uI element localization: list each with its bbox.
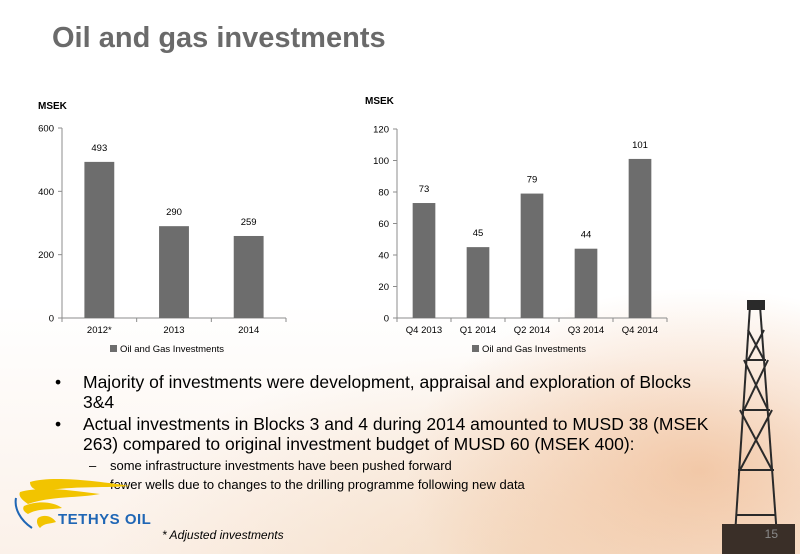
bar bbox=[233, 235, 264, 318]
bar bbox=[574, 248, 598, 318]
x-tick-label: Q4 2013 bbox=[406, 325, 442, 336]
data-label: 290 bbox=[166, 207, 182, 218]
y-tick-label: 0 bbox=[49, 314, 54, 325]
bar bbox=[520, 193, 544, 318]
page-number: 15 bbox=[764, 527, 778, 541]
quarterly-investments-chart: MSEK 0 20 40 60 80 100 120 73 Q4 2013 45 Q1 2014 79 Q… bbox=[365, 96, 668, 355]
unit-label: MSEK bbox=[365, 96, 395, 107]
bar bbox=[466, 247, 490, 318]
bar bbox=[84, 161, 115, 318]
bullet-list: Majority of investments were development… bbox=[55, 372, 715, 494]
tethys-oil-logo bbox=[14, 479, 130, 529]
data-label: 101 bbox=[632, 140, 648, 151]
legend-label: Oil and Gas Investments bbox=[120, 344, 224, 355]
data-label: 493 bbox=[91, 143, 107, 154]
bar bbox=[412, 203, 436, 318]
y-tick-label: 400 bbox=[38, 187, 54, 198]
legend-swatch bbox=[110, 345, 117, 352]
sub-bullet-item: some infrastructure investments have bee… bbox=[55, 456, 715, 475]
x-tick-label: Q2 2014 bbox=[514, 325, 550, 336]
x-tick-label: 2013 bbox=[163, 325, 184, 336]
logo-text: TETHYS OIL bbox=[58, 511, 152, 528]
data-label: 44 bbox=[581, 230, 592, 241]
y-tick-label: 100 bbox=[373, 156, 389, 167]
data-label: 79 bbox=[527, 175, 538, 186]
x-tick-label: Q1 2014 bbox=[460, 325, 496, 336]
y-tick-label: 120 bbox=[373, 125, 389, 136]
y-tick-label: 0 bbox=[384, 314, 389, 325]
bar bbox=[628, 158, 652, 318]
data-label: 45 bbox=[473, 228, 484, 239]
y-tick-label: 80 bbox=[378, 188, 389, 199]
bar bbox=[159, 226, 189, 318]
x-tick-label: Q3 2014 bbox=[568, 325, 604, 336]
bullet-item: Majority of investments were development… bbox=[55, 372, 715, 412]
unit-label: MSEK bbox=[38, 101, 68, 112]
data-label: 259 bbox=[241, 217, 257, 228]
data-label: 73 bbox=[419, 184, 430, 195]
y-tick-label: 200 bbox=[38, 250, 54, 261]
legend-label: Oil and Gas Investments bbox=[482, 344, 586, 355]
y-tick-label: 20 bbox=[378, 282, 389, 293]
footnote: * Adjusted investments bbox=[162, 528, 284, 542]
legend-swatch bbox=[472, 345, 479, 352]
slide-title: Oil and gas investments bbox=[52, 22, 386, 54]
y-tick-label: 60 bbox=[378, 219, 389, 230]
x-tick-label: 2012* bbox=[87, 325, 112, 336]
x-tick-label: 2014 bbox=[238, 325, 259, 336]
y-tick-label: 600 bbox=[38, 124, 54, 135]
y-tick-label: 40 bbox=[378, 251, 389, 262]
annual-investments-chart: MSEK 0 200 400 600 493 2012* 290 2013 259 2014 Oil … bbox=[38, 101, 287, 355]
x-tick-label: Q4 2014 bbox=[622, 325, 658, 336]
oil-rig-image bbox=[722, 300, 795, 554]
bullet-item: Actual investments in Blocks 3 and 4 dur… bbox=[55, 414, 715, 454]
